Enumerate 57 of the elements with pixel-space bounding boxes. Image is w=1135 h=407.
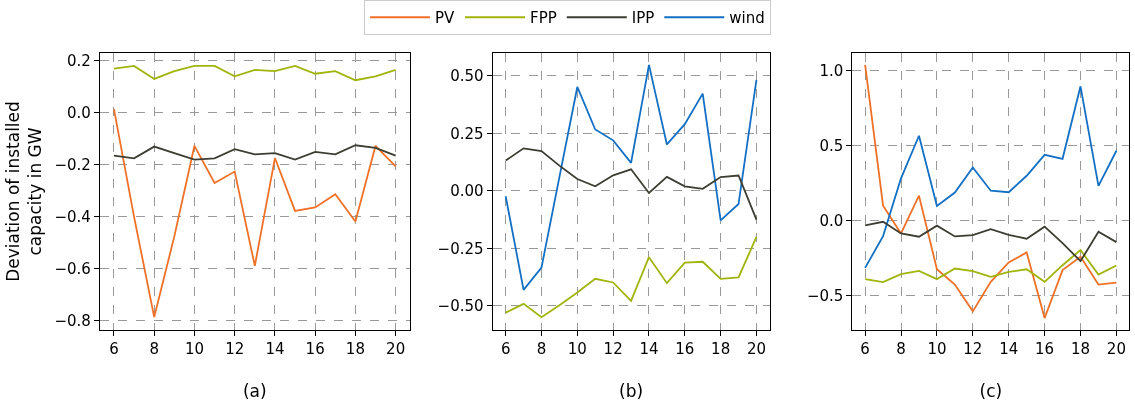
legend-label: PV [435,9,456,28]
line-series [504,236,758,319]
x-tick-label: 10 [184,340,204,359]
legend-label: wind [729,9,765,28]
x-tick-label: 16 [305,340,325,359]
x-tick-label: 8 [149,340,159,359]
y-tick-label: 1.0 [819,62,844,81]
x-tick-label: 14 [639,340,659,359]
x-tick-label: 20 [1106,340,1126,359]
x-tick-label: 18 [711,340,731,359]
x-tick-label: 12 [225,340,245,359]
line-series [864,85,1118,269]
x-tick-label: 18 [345,340,365,359]
x-tick-label: 6 [860,340,870,359]
line-series [504,147,758,221]
y-tick-label: −0.2 [54,156,91,175]
y-tick-label: −0.5 [806,286,844,305]
line-series [864,64,1118,319]
x-tick-label: 14 [999,340,1019,359]
y-tick-label: 0.0 [819,211,844,230]
line-series [113,108,397,318]
legend-label: IPP [631,9,655,28]
x-tick-label: 18 [1070,340,1091,359]
y-tick-label: −0.50 [437,297,484,316]
x-tick-label: 20 [746,340,766,359]
x-tick-label: 6 [109,340,119,359]
y-tick-label: 0.00 [450,182,484,201]
y-tick-label: 0.0 [67,104,91,123]
y-tick-label: 0.25 [450,124,484,143]
x-tick-label: 8 [536,340,547,359]
line-series [113,144,397,161]
y-tick-label: 0.50 [450,67,484,86]
x-axis-title: (c) [979,381,1003,402]
x-tick-label: 8 [896,340,906,359]
legend-label: FPP [530,9,557,28]
line-series [504,63,758,291]
x-tick-label: 10 [927,340,947,359]
x-tick-label: 16 [675,340,695,359]
x-tick-label: 16 [1035,340,1055,359]
x-tick-label: 12 [603,340,623,359]
x-axis-title: (b) [619,381,644,402]
x-tick-label: 20 [386,340,406,359]
x-tick-label: 14 [265,340,285,359]
x-tick-label: 6 [500,340,511,359]
line-series [113,65,397,82]
y-tick-label: 0.2 [67,51,91,70]
y-axis-title: Deviation of installed capacity in GW [2,101,45,282]
y-tick-label: 0.5 [819,137,844,156]
x-axis-title: (a) [242,381,267,402]
y-tick-label: −0.6 [54,260,91,279]
x-tick-label: 10 [567,340,587,359]
y-tick-label: −0.25 [437,239,484,258]
line-series [864,220,1118,263]
line-series [864,249,1118,284]
y-tick-label: −0.8 [54,312,91,331]
x-tick-label: 12 [963,340,983,359]
y-tick-label: −0.4 [54,208,91,227]
